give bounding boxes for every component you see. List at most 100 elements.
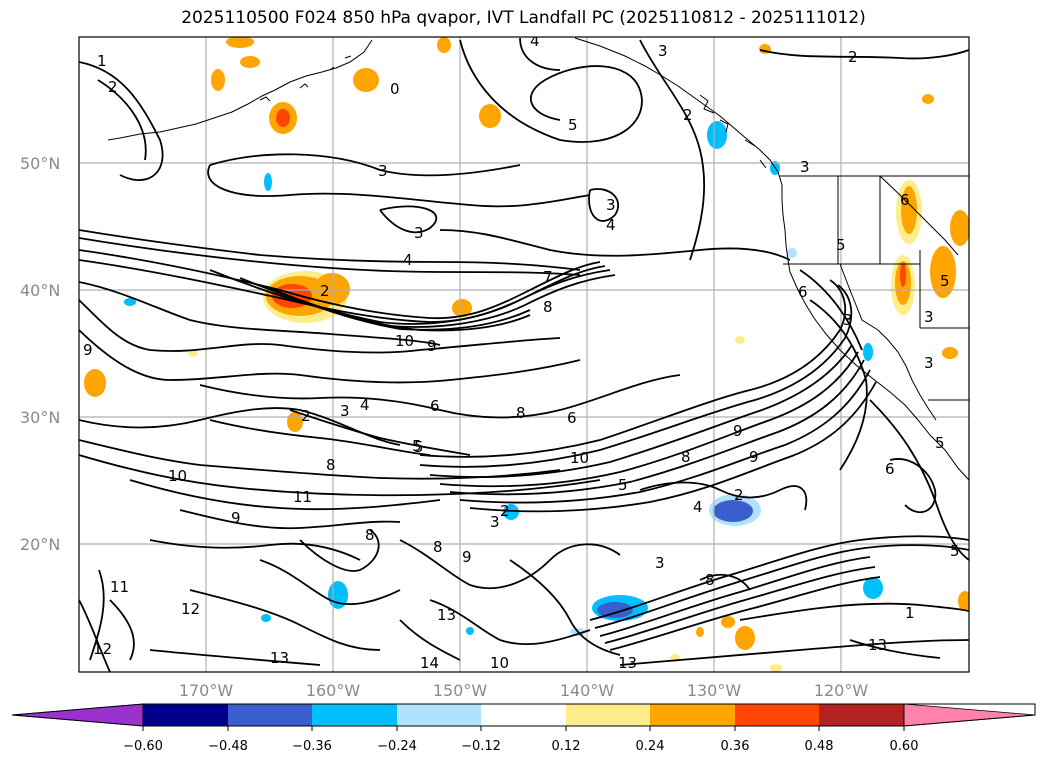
map-content: 1 2 4 3 2 0 5 2 3 3 4 3 3 4 2 7 8 5 6 10… bbox=[79, 32, 969, 672]
lon-label: 150°W bbox=[433, 681, 488, 700]
contour-label: 7 bbox=[543, 268, 553, 286]
contour-label: 3 bbox=[340, 402, 350, 420]
lon-label: 130°W bbox=[687, 681, 742, 700]
contour-label: 13 bbox=[868, 636, 887, 654]
contour-label: 8 bbox=[433, 538, 443, 556]
colorbar-tick-label: −0.48 bbox=[208, 739, 248, 754]
contour-label: 9 bbox=[749, 448, 759, 466]
contour-label: 2 bbox=[500, 502, 510, 520]
colorbar-segment bbox=[228, 704, 312, 726]
lat-label: 50°N bbox=[20, 154, 60, 173]
colorbar-tick-label: 0.24 bbox=[636, 739, 665, 754]
contour-label: 11 bbox=[293, 488, 312, 506]
contour-label: 3 bbox=[843, 311, 853, 329]
contour-label: 2 bbox=[848, 48, 858, 66]
contour-label: 5 bbox=[568, 116, 578, 134]
lon-label: 120°W bbox=[814, 681, 869, 700]
contour-label: 4 bbox=[693, 498, 703, 516]
colorbar-extend-high-icon bbox=[903, 703, 1036, 727]
contour-label: 11 bbox=[110, 578, 129, 596]
contour-label: 3 bbox=[414, 224, 424, 242]
colorbar-segment bbox=[650, 704, 735, 726]
colorbar-segment bbox=[566, 704, 650, 726]
colorbar-extend-low-icon bbox=[11, 703, 144, 727]
lat-label: 20°N bbox=[20, 535, 60, 554]
contour-label: 6 bbox=[798, 283, 808, 301]
contour-label: 8 bbox=[326, 456, 336, 474]
lon-label: 160°W bbox=[306, 681, 361, 700]
map-title: 2025110500 F024 850 hPa qvapor, IVT Land… bbox=[181, 8, 866, 28]
contour-label: 9 bbox=[733, 422, 743, 440]
contour-label: 5 bbox=[940, 272, 950, 290]
contour-label: 1 bbox=[97, 52, 107, 70]
ivt-contours bbox=[79, 37, 969, 672]
contour-label: 10 bbox=[168, 467, 187, 485]
colorbar-segment bbox=[735, 704, 819, 726]
contour-label: 6 bbox=[430, 397, 440, 415]
contour-label: 2 bbox=[108, 78, 118, 96]
contour-label: 13 bbox=[270, 649, 289, 667]
colorbar-tick-label: 0.12 bbox=[552, 739, 581, 754]
contour-label: 8 bbox=[681, 448, 691, 466]
contour-label: 12 bbox=[181, 600, 200, 618]
contour-label: 2 bbox=[320, 282, 330, 300]
lat-label: 40°N bbox=[20, 281, 60, 300]
contour-label: 6 bbox=[567, 409, 577, 427]
latitude-labels: 50°N 40°N 30°N 20°N bbox=[20, 154, 60, 554]
contour-label: 5 bbox=[950, 542, 960, 560]
contour-label: 5 bbox=[618, 476, 628, 494]
contour-label: 3 bbox=[658, 42, 668, 60]
colorbar-tick-label: 0.48 bbox=[805, 739, 834, 754]
contour-label: 3 bbox=[924, 354, 934, 372]
contour-label: 12 bbox=[93, 640, 112, 658]
contour-label: 8 bbox=[543, 298, 553, 316]
contour-label: 8 bbox=[365, 526, 375, 544]
colorbar-tick-label: 0.60 bbox=[890, 739, 919, 754]
contour-label: 3 bbox=[655, 554, 665, 572]
contour-label: 4 bbox=[403, 251, 413, 269]
contour-label: 3 bbox=[800, 158, 810, 176]
contour-label: 10 bbox=[570, 449, 589, 467]
contour-label: 5 bbox=[412, 437, 422, 455]
contour-label: 9 bbox=[462, 548, 472, 566]
contour-label: 2 bbox=[683, 106, 693, 124]
lon-label: 170°W bbox=[179, 681, 234, 700]
contour-label: 10 bbox=[395, 332, 414, 350]
contour-label: 9 bbox=[231, 509, 241, 527]
plot-frame bbox=[78, 36, 970, 673]
contour-label: 9 bbox=[83, 341, 93, 359]
contour-label: 8 bbox=[705, 571, 715, 589]
contour-label: 4 bbox=[530, 32, 540, 50]
contour-label: 13 bbox=[437, 606, 456, 624]
lon-label: 140°W bbox=[560, 681, 615, 700]
colorbar-tick-label: 0.36 bbox=[721, 739, 750, 754]
colorbar-segment bbox=[819, 704, 904, 726]
contour-label: 14 bbox=[420, 654, 439, 672]
contour-label: 2 bbox=[301, 407, 311, 425]
contour-label: 5 bbox=[836, 236, 846, 254]
contour-label: 3 bbox=[924, 308, 934, 326]
colorbar-tick-label: −0.36 bbox=[292, 739, 332, 754]
contour-label: 1 bbox=[905, 604, 915, 622]
colorbar-segment bbox=[143, 704, 228, 726]
qvapor-fill-positive bbox=[84, 37, 969, 672]
contour-label: 3 bbox=[490, 513, 500, 531]
contour-label: 5 bbox=[414, 438, 424, 456]
contour-label: 3 bbox=[378, 162, 388, 180]
plot-area bbox=[79, 37, 969, 672]
contour-labels: 1 2 4 3 2 0 5 2 3 3 4 3 3 4 2 7 8 5 6 10… bbox=[83, 32, 960, 672]
contour-label: 6 bbox=[900, 191, 910, 209]
qvapor-fill-negative bbox=[124, 121, 883, 636]
colorbar-tick-label: −0.12 bbox=[461, 739, 501, 754]
lat-label: 30°N bbox=[20, 408, 60, 427]
contour-label: 13 bbox=[618, 654, 637, 672]
contour-label: 9 bbox=[427, 337, 437, 355]
longitude-labels: 170°W 160°W 150°W 140°W 130°W 120°W bbox=[179, 681, 869, 700]
contour-label: 3 bbox=[606, 196, 616, 214]
colorbar: −0.60 −0.48 −0.36 −0.24 −0.12 0.12 0.24 … bbox=[11, 703, 1036, 754]
contour-label: 0 bbox=[390, 80, 400, 98]
colorbar-segment bbox=[312, 704, 397, 726]
colorbar-segment bbox=[481, 704, 566, 726]
contour-label: 10 bbox=[490, 654, 509, 672]
